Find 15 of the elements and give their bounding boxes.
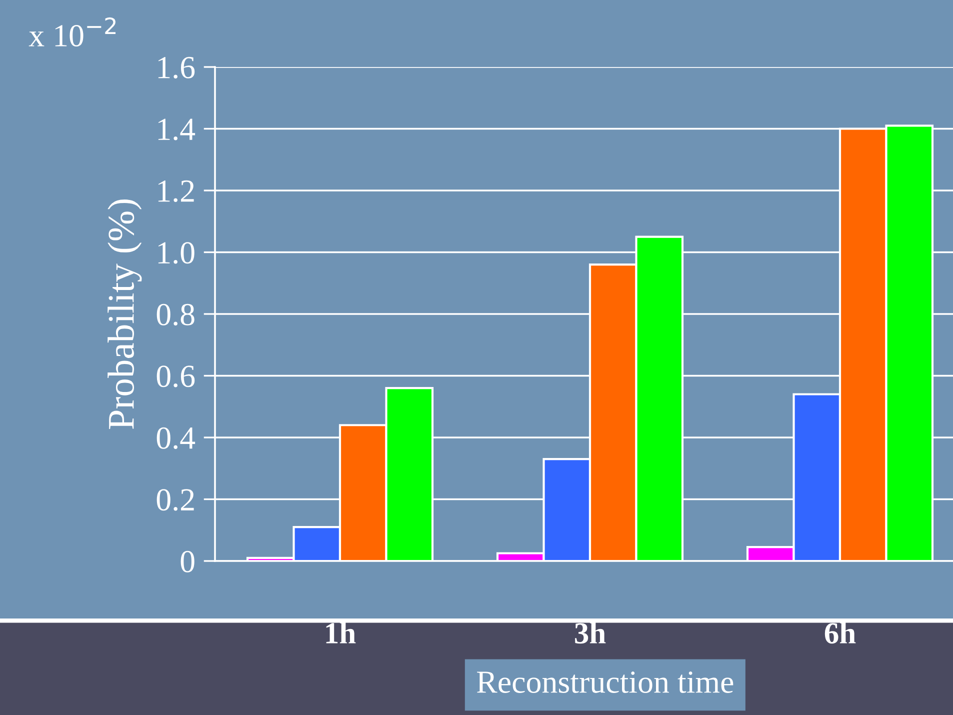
y-tick-label: 0.2 [156,489,194,511]
y-tick-label: 1.0 [158,242,194,264]
y-tick-label: 1.4 [158,118,196,140]
x-tick-label: 6h [824,622,856,644]
x-axis-title: Reconstruction time [476,672,734,693]
y-tick-label: 0.6 [156,366,195,388]
x-tick-label: 3h [575,622,606,644]
x-tick-label: 1h [326,622,356,644]
y-tick-label: 0 [180,550,194,572]
y-tick-label: 1.6 [158,56,195,79]
text: x 10$^{−2}$ [28,17,116,47]
y-tick-label: 1.2 [158,180,194,202]
y-tick-label: 0.4 [156,427,196,450]
y-axis-title: Probability (%) [108,200,142,430]
y-tick-label: 0.8 [156,304,194,326]
